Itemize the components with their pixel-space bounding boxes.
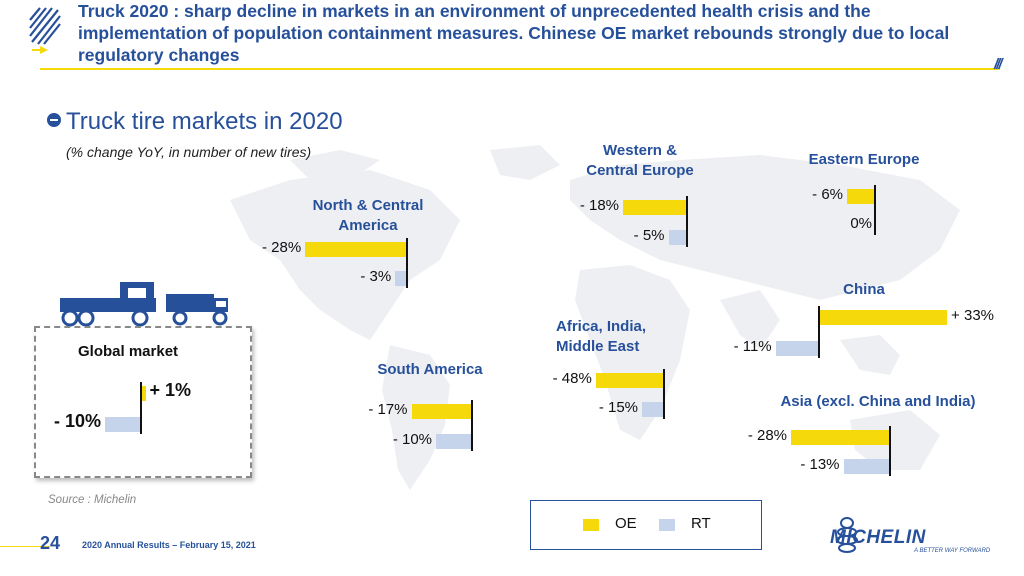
footer-text: 2020 Annual Results – February 15, 2021: [82, 540, 256, 550]
value-label-wce-oe: - 18%: [579, 197, 619, 214]
bar-ee-oe: [847, 189, 874, 204]
value-label-china-oe: + 33%: [951, 307, 994, 324]
region-north-central-america: North & Central America: [290, 196, 446, 236]
value-label-aime-rt: - 15%: [598, 399, 638, 416]
region-name-line: North & Central: [312, 197, 424, 214]
chart-axis: [663, 369, 665, 419]
value-label-asia-rt: - 13%: [800, 456, 840, 473]
bar-na-rt: [395, 271, 406, 286]
chart-axis: [406, 238, 408, 288]
value-label-na-oe: - 28%: [262, 239, 302, 256]
value-label-sa-rt: - 10%: [392, 431, 432, 448]
legend-label-oe: OE: [615, 515, 637, 532]
chart-axis: [889, 426, 891, 476]
chart-axis: [471, 400, 473, 451]
value-label-wce-rt: - 5%: [633, 227, 665, 244]
region-name-line: Africa, India,: [556, 318, 647, 335]
region-western-central-europe: Western & Central Europe: [568, 141, 712, 181]
global-market-title: Global market: [78, 343, 179, 360]
chart-legend: OE RT: [530, 500, 762, 550]
value-label-na-rt: - 3%: [360, 268, 392, 285]
region-china: China: [843, 281, 885, 298]
bar-sa-oe: [411, 404, 471, 419]
bar-asia-rt: [843, 459, 889, 474]
value-label-aime-oe: - 48%: [552, 370, 592, 387]
region-name-line: Central Europe: [586, 162, 694, 179]
bar-asia-oe: [791, 430, 889, 445]
page-number: 24: [40, 533, 61, 553]
region-name-line: Middle East: [556, 338, 640, 355]
value-label-sa-oe: - 17%: [368, 401, 408, 418]
michelin-man-icon: [836, 517, 858, 553]
bar-sa-rt: [436, 434, 471, 449]
value-label-global-oe: + 1%: [149, 380, 192, 400]
bar-global-oe: [142, 386, 146, 401]
region-name-line: Western &: [603, 142, 677, 159]
section-subtitle: (% change YoY, in number of new tires): [66, 144, 312, 160]
slide-title: Truck 2020 : sharp decline in markets in…: [78, 1, 950, 65]
legend-swatch-oe: [583, 519, 599, 531]
footer-divider: [0, 546, 50, 547]
region-eastern-europe: Eastern Europe: [808, 151, 920, 168]
value-label-asia-oe: - 28%: [747, 427, 787, 444]
region-asia-excl-china-india: Asia (excl. China and India): [780, 393, 976, 410]
value-label-china-rt: - 11%: [733, 338, 772, 355]
bar-na-oe: [305, 242, 406, 257]
bar-wce-rt: [668, 230, 686, 245]
chart-axis: [686, 196, 688, 247]
region-name-line: America: [338, 217, 398, 234]
chart-axis: [874, 185, 876, 235]
chart-axis: [140, 382, 142, 434]
bar-aime-rt: [642, 402, 663, 417]
header-stripes-logo: [29, 7, 61, 54]
source-note: Source : Michelin: [48, 494, 137, 506]
legend-swatch-rt: [659, 519, 675, 531]
value-label-ee-oe: - 6%: [812, 186, 843, 203]
chart-axis: [818, 306, 820, 358]
region-south-america: South America: [377, 361, 483, 378]
bar-aime-oe: [595, 373, 663, 388]
value-label-global-rt: - 10%: [53, 411, 101, 431]
brand-wordmark: MICHELIN: [830, 527, 926, 548]
title-underline: [40, 68, 1000, 70]
bar-china-rt: [775, 341, 818, 356]
bar-global-rt: [105, 417, 140, 432]
bar-china-oe: [820, 310, 948, 325]
value-label-ee-rt: 0%: [850, 215, 872, 232]
section-title: Truck tire markets in 2020: [66, 108, 343, 135]
region-africa-india-middle-east: Africa, India, Middle East: [556, 317, 684, 357]
section-bullet-icon: [47, 113, 61, 127]
legend-label-rt: RT: [691, 515, 711, 532]
header-slashes: ///: [994, 56, 1002, 73]
truck-icon: [60, 282, 228, 327]
brand-tagline: A BETTER WAY FORWARD: [914, 548, 991, 554]
bar-wce-oe: [623, 200, 686, 215]
global-market-box: [34, 326, 252, 478]
